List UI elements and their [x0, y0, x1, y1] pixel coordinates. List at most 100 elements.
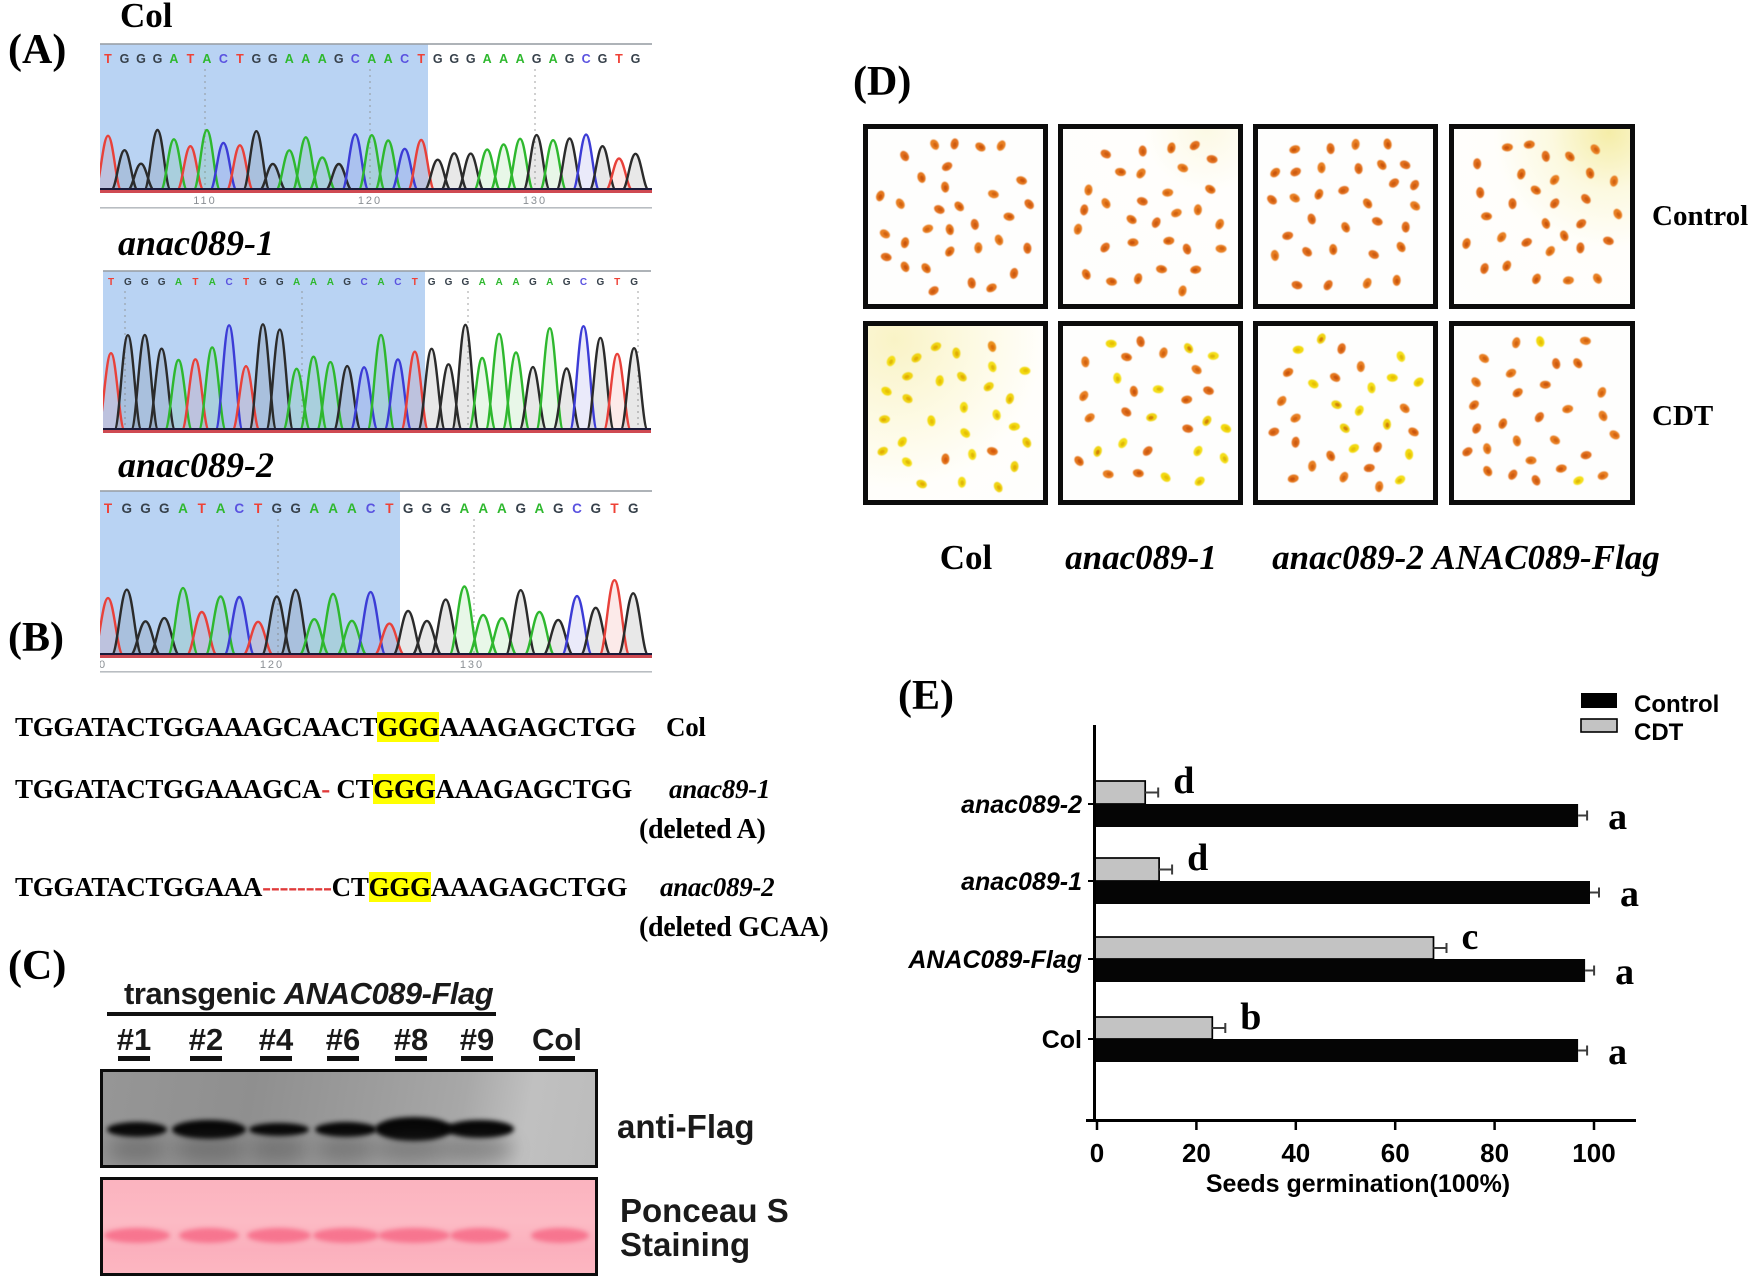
svg-text:Control: Control [1634, 691, 1719, 718]
svg-text:G: G [272, 501, 283, 516]
svg-text:A: A [327, 277, 334, 288]
svg-text:130: 130 [523, 195, 547, 207]
svg-text:anac089-1: anac089-1 [961, 868, 1082, 896]
svg-text:20: 20 [1182, 1138, 1211, 1168]
svg-text:G: G [268, 52, 278, 66]
svg-text:40: 40 [1281, 1138, 1310, 1168]
svg-text:T: T [417, 52, 425, 66]
svg-text:G: G [124, 277, 132, 288]
svg-text:A: A [293, 277, 300, 288]
svg-text:T: T [198, 501, 207, 516]
svg-text:C: C [234, 501, 244, 516]
svg-text:C: C [572, 501, 582, 516]
svg-text:G: G [120, 52, 130, 66]
svg-text:A: A [175, 277, 182, 288]
svg-text:A: A [347, 501, 357, 516]
svg-text:80: 80 [1480, 1138, 1509, 1168]
svg-text:A: A [546, 277, 553, 288]
svg-text:Seeds germination(100%): Seeds germination(100%) [1206, 1170, 1510, 1198]
svg-text:d: d [1187, 837, 1208, 879]
svg-text:G: G [597, 277, 605, 288]
svg-text:G: G [529, 277, 537, 288]
svg-text:G: G [334, 52, 344, 66]
svg-text:Col: Col [1042, 1026, 1082, 1054]
svg-text:A: A [478, 501, 488, 516]
svg-text:A: A [479, 277, 486, 288]
svg-text:G: G [515, 501, 526, 516]
svg-text:G: G [590, 501, 601, 516]
svg-text:G: G [563, 277, 571, 288]
svg-text:G: G [553, 501, 564, 516]
svg-text:C: C [394, 277, 401, 288]
svg-text:T: T [385, 501, 394, 516]
svg-text:A: A [310, 277, 317, 288]
svg-text:A: A [285, 52, 294, 66]
svg-text:130: 130 [460, 659, 484, 671]
svg-text:G: G [631, 52, 641, 66]
svg-text:C: C [400, 52, 409, 66]
svg-text:A: A [460, 501, 470, 516]
svg-text:A: A [512, 277, 519, 288]
svg-text:A: A [309, 501, 319, 516]
svg-text:A: A [216, 501, 226, 516]
svg-text:G: G [159, 501, 170, 516]
svg-text:G: G [462, 277, 470, 288]
svg-text:C: C [580, 277, 587, 288]
svg-text:A: A [367, 52, 376, 66]
svg-text:G: G [259, 277, 267, 288]
svg-text:A: A [499, 52, 508, 66]
svg-text:T: T [254, 501, 263, 516]
svg-text:G: G [153, 52, 163, 66]
svg-text:G: G [466, 52, 476, 66]
svg-text:G: G [630, 277, 638, 288]
svg-text:G: G [141, 277, 149, 288]
svg-text:d: d [1173, 760, 1194, 802]
svg-text:ANAC089-Flag: ANAC089-Flag [907, 946, 1082, 974]
svg-text:T: T [610, 501, 619, 516]
svg-text:A: A [202, 52, 211, 66]
svg-text:T: T [104, 52, 112, 66]
svg-text:T: T [412, 277, 418, 288]
svg-text:T: T [243, 277, 249, 288]
svg-text:A: A [384, 52, 393, 66]
svg-text:A: A [318, 52, 327, 66]
svg-text:c: c [1462, 916, 1479, 958]
svg-text:0: 0 [1090, 1138, 1104, 1168]
svg-text:G: G [403, 501, 414, 516]
svg-text:120: 120 [358, 195, 382, 207]
svg-text:C: C [360, 277, 367, 288]
svg-text:A: A [209, 277, 216, 288]
svg-text:a: a [1620, 873, 1639, 915]
svg-text:A: A [495, 277, 502, 288]
svg-text:T: T [192, 277, 198, 288]
svg-text:G: G [252, 52, 262, 66]
svg-text:C: C [366, 501, 376, 516]
svg-text:G: G [140, 501, 151, 516]
svg-text:A: A [169, 52, 178, 66]
svg-text:G: G [428, 277, 436, 288]
svg-text:A: A [497, 501, 507, 516]
svg-text:G: G [276, 277, 284, 288]
svg-text:100: 100 [1572, 1138, 1615, 1168]
svg-text:G: G [136, 52, 146, 66]
svg-text:T: T [615, 52, 623, 66]
svg-text:A: A [549, 52, 558, 66]
svg-text:G: G [565, 52, 575, 66]
svg-text:a: a [1608, 1031, 1627, 1073]
svg-text:A: A [535, 501, 545, 516]
svg-text:A: A [328, 501, 338, 516]
svg-text:A: A [377, 277, 384, 288]
svg-text:T: T [108, 277, 114, 288]
svg-text:A: A [301, 52, 310, 66]
svg-text:G: G [290, 501, 301, 516]
svg-text:120: 120 [260, 659, 284, 671]
svg-text:60: 60 [1381, 1138, 1410, 1168]
svg-text:0: 0 [100, 659, 107, 671]
svg-text:G: G [158, 277, 166, 288]
svg-text:CDT: CDT [1634, 719, 1684, 746]
svg-text:110: 110 [193, 195, 217, 207]
svg-text:G: G [122, 501, 133, 516]
svg-text:a: a [1615, 951, 1634, 993]
svg-text:G: G [532, 52, 542, 66]
svg-text:T: T [104, 501, 113, 516]
